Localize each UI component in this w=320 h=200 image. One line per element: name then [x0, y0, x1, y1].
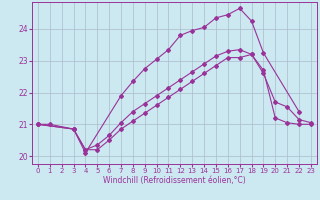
X-axis label: Windchill (Refroidissement éolien,°C): Windchill (Refroidissement éolien,°C) — [103, 176, 246, 185]
